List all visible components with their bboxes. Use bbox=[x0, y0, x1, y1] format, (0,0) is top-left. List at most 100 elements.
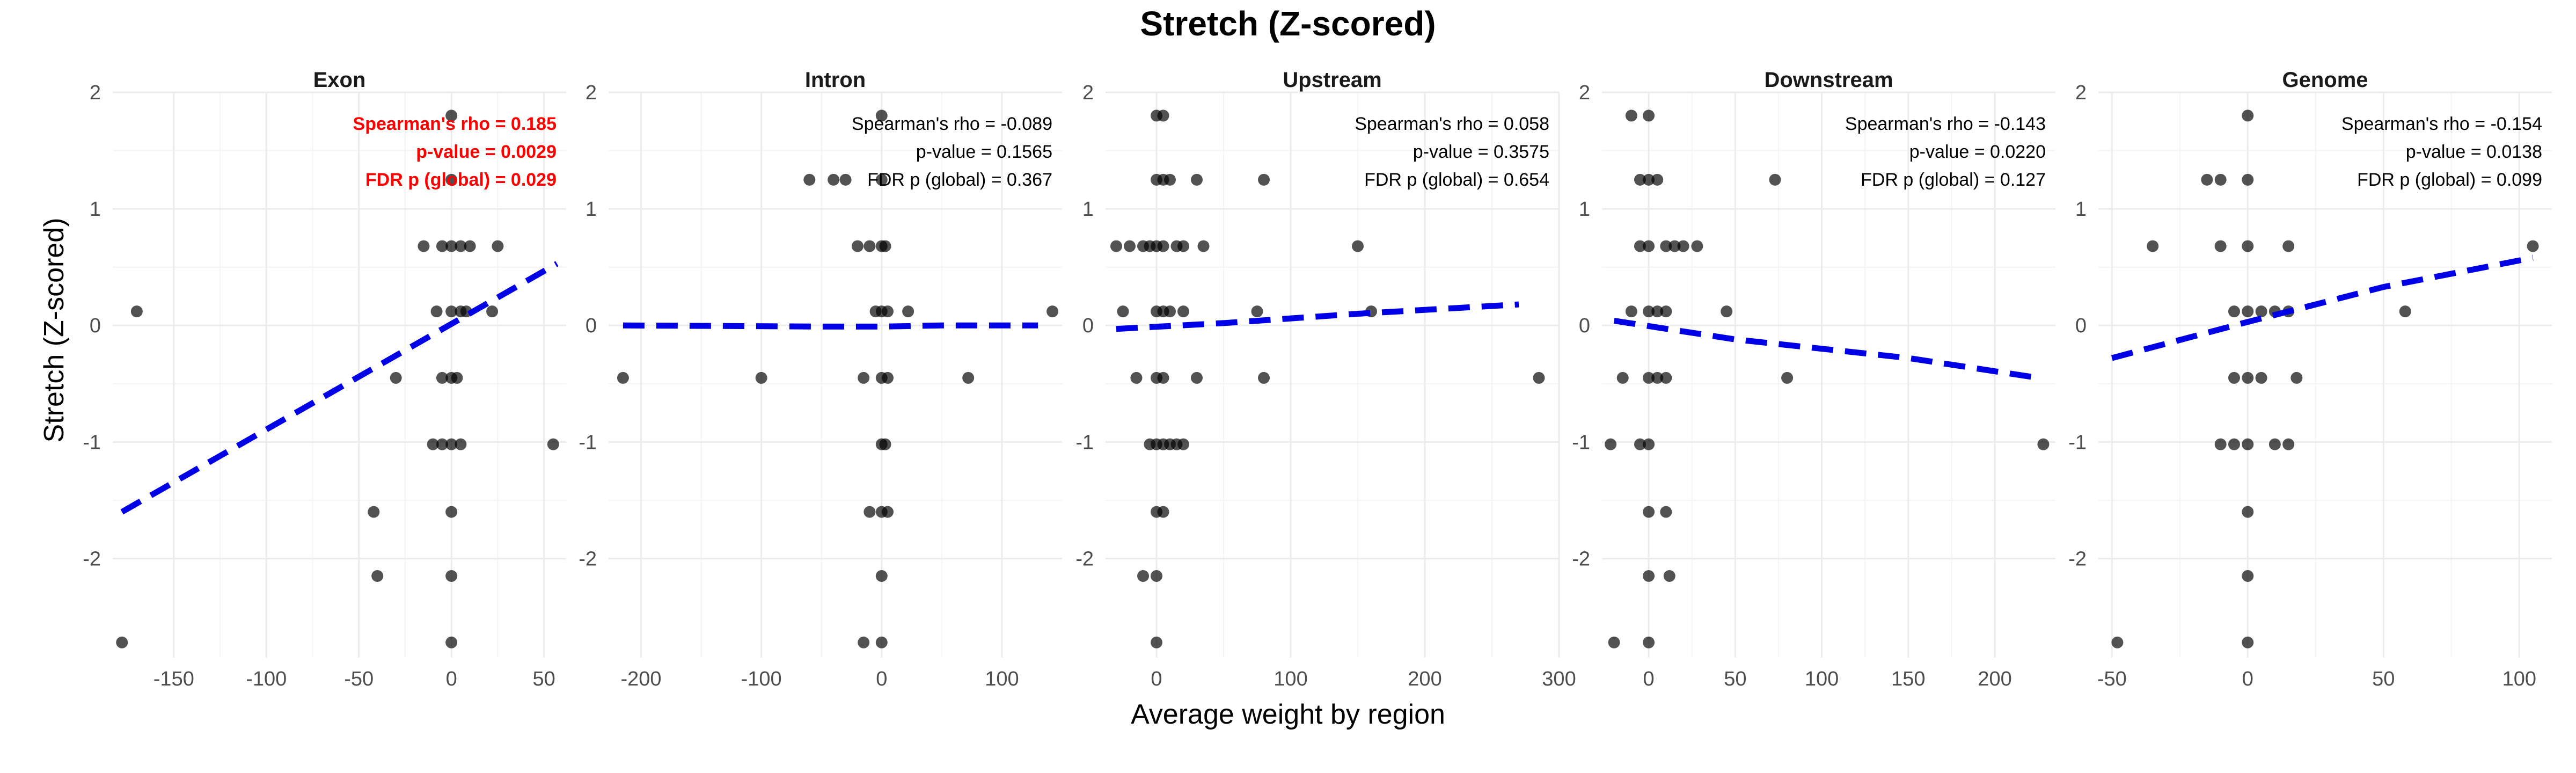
annotation-genome-0: Spearman's rho = -0.154 bbox=[2341, 114, 2542, 134]
data-point bbox=[1643, 438, 1655, 450]
data-point bbox=[445, 240, 458, 252]
data-point bbox=[451, 371, 463, 384]
data-point bbox=[851, 240, 863, 252]
data-point bbox=[1651, 371, 1664, 384]
data-point bbox=[436, 371, 448, 384]
data-point bbox=[1643, 636, 1655, 648]
data-point bbox=[2290, 371, 2303, 384]
chart-title: Stretch (Z-scored) bbox=[1140, 4, 1436, 43]
y-tick-label: -1 bbox=[1075, 431, 1094, 454]
annotation-intron-2: FDR p (global) = 0.367 bbox=[867, 170, 1052, 190]
data-point bbox=[445, 173, 458, 186]
data-point bbox=[2201, 173, 2213, 186]
fit-line bbox=[2111, 254, 2534, 361]
data-point bbox=[875, 110, 888, 122]
y-tick-label: -1 bbox=[2068, 431, 2087, 454]
x-tick-label: 200 bbox=[1408, 668, 1441, 690]
data-point bbox=[879, 240, 891, 252]
data-point bbox=[803, 173, 816, 186]
data-point bbox=[875, 570, 888, 582]
data-point bbox=[486, 305, 499, 318]
data-point bbox=[2147, 240, 2159, 252]
data-point bbox=[1605, 438, 1617, 450]
data-point bbox=[1660, 305, 1672, 318]
fit-line bbox=[1613, 318, 2039, 381]
data-point bbox=[492, 240, 504, 252]
data-point bbox=[2228, 438, 2240, 450]
panel-intron: -2 -1 0 1 2 -200 -100 0 100 Intron Spearman's rho … bbox=[579, 68, 1062, 690]
data-point bbox=[2214, 240, 2227, 252]
data-point bbox=[436, 240, 448, 252]
annotation-upstream-1: p-value = 0.3575 bbox=[1413, 142, 1549, 162]
annotation-upstream-2: FDR p (global) = 0.654 bbox=[1364, 170, 1549, 190]
data-point bbox=[2242, 636, 2254, 648]
data-point bbox=[1691, 240, 1703, 252]
data-point bbox=[368, 506, 380, 518]
data-point bbox=[2228, 371, 2240, 384]
annotation-genome-2: FDR p (global) = 0.099 bbox=[2357, 170, 2542, 190]
data-point bbox=[1137, 570, 1149, 582]
data-point bbox=[2268, 438, 2281, 450]
fit-line bbox=[623, 322, 1038, 330]
data-point bbox=[1177, 305, 1189, 318]
data-point bbox=[858, 636, 870, 648]
data-point bbox=[445, 438, 458, 450]
data-point bbox=[2214, 173, 2227, 186]
y-tick-label: 1 bbox=[1579, 198, 1590, 221]
facet-title-upstream: Upstream bbox=[1283, 68, 1382, 92]
annotation-downstream-0: Spearman's rho = -0.143 bbox=[1845, 114, 2046, 134]
x-tick-label: -100 bbox=[741, 668, 782, 690]
data-point bbox=[902, 305, 914, 318]
data-point bbox=[1643, 506, 1655, 518]
data-point bbox=[2242, 110, 2254, 122]
y-tick-label: 0 bbox=[90, 315, 101, 337]
data-point bbox=[2242, 438, 2254, 450]
y-axis-label: Stretch (Z-scored) bbox=[39, 218, 70, 443]
x-axis-label: Average weight by region bbox=[1131, 699, 1445, 730]
data-point bbox=[1191, 371, 1203, 384]
data-point bbox=[2242, 240, 2254, 252]
data-point bbox=[1533, 371, 1545, 384]
data-point bbox=[455, 240, 467, 252]
data-point bbox=[858, 371, 870, 384]
data-point bbox=[1151, 570, 1162, 582]
data-point bbox=[1157, 240, 1169, 252]
x-tick-label: 0 bbox=[2242, 668, 2253, 690]
y-tick-label: -2 bbox=[1572, 548, 1590, 570]
data-point bbox=[1660, 240, 1672, 252]
data-point bbox=[828, 173, 840, 186]
y-tick-label: 2 bbox=[1082, 82, 1094, 104]
y-tick-label: -1 bbox=[83, 431, 101, 454]
data-point bbox=[1663, 570, 1675, 582]
annotation-intron-1: p-value = 0.1565 bbox=[916, 142, 1052, 162]
data-point bbox=[1625, 305, 1637, 318]
facet-title-intron: Intron bbox=[805, 68, 866, 92]
data-point bbox=[1608, 636, 1620, 648]
data-point bbox=[390, 371, 402, 384]
data-point bbox=[863, 240, 876, 252]
y-tick-label: -1 bbox=[1572, 431, 1590, 454]
x-tick-label: -50 bbox=[344, 668, 374, 690]
data-point bbox=[436, 438, 448, 450]
data-point bbox=[1625, 110, 1637, 122]
data-point bbox=[2228, 305, 2240, 318]
data-point bbox=[1258, 371, 1270, 384]
data-point bbox=[445, 110, 458, 122]
data-point bbox=[1258, 173, 1270, 186]
data-point bbox=[1046, 305, 1059, 318]
data-point bbox=[1660, 371, 1672, 384]
data-point bbox=[2255, 371, 2267, 384]
y-tick-label: -2 bbox=[83, 548, 101, 570]
data-point bbox=[2214, 438, 2227, 450]
data-point bbox=[430, 305, 443, 318]
annotation-exon-2: FDR p (global) = 0.029 bbox=[365, 170, 557, 190]
panel-upstream: -2 -1 0 1 2 0 100 200 300 Upstream Spearman's rho … bbox=[1075, 68, 1576, 690]
y-tick-label: 2 bbox=[586, 82, 597, 104]
data-point bbox=[2282, 438, 2295, 450]
y-tick-label: 0 bbox=[1082, 315, 1094, 337]
data-point bbox=[1110, 240, 1122, 252]
data-point bbox=[1643, 305, 1655, 318]
data-point bbox=[1721, 305, 1733, 318]
